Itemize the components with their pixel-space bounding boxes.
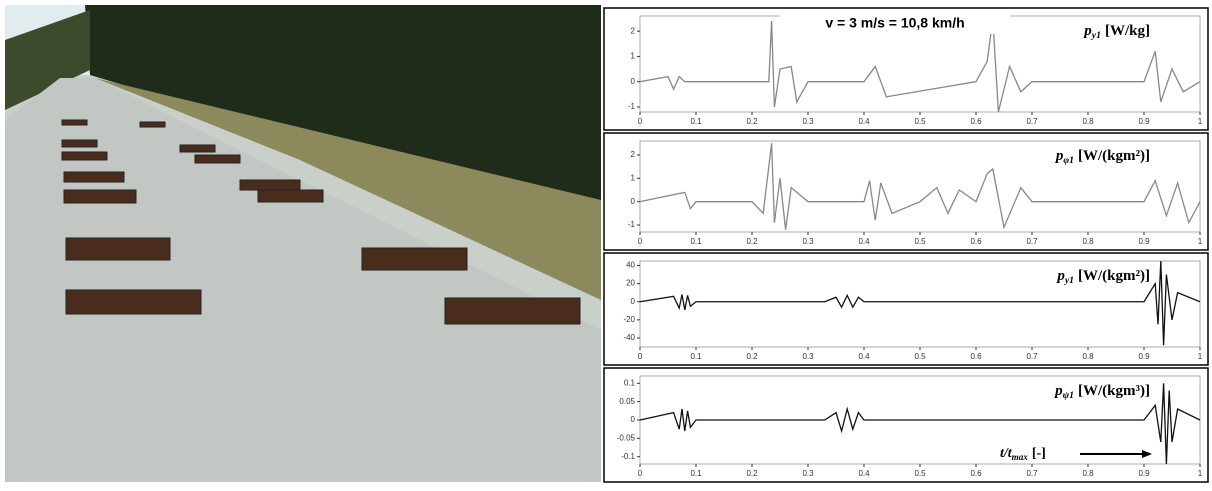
x-tick-label: 0.2 (746, 352, 758, 361)
y-tick-label: -1 (628, 102, 636, 111)
label-sub: ψ1 (1063, 390, 1074, 401)
x-tick-label: 0.9 (1138, 469, 1150, 478)
y-tick-label: 0.05 (619, 397, 635, 406)
x-tick-label: 0.9 (1138, 237, 1150, 246)
y-tick-label: 0 (631, 297, 636, 306)
y-tick-label: 0 (631, 197, 636, 206)
chart: -40 -20 0 20 40 0 0.1 0.2 0.3 0.4 0.5 0.6 0.7 0.8 0.9 1… (604, 253, 1208, 365)
x-tick-label: 0.3 (802, 237, 814, 246)
x-tick-label: 0.4 (858, 237, 870, 246)
y-tick-label: 0 (631, 77, 636, 86)
y-tick-label: 1 (631, 173, 636, 182)
y-tick-label: 0 (631, 415, 636, 424)
x-tick-label: 0.3 (802, 117, 814, 126)
x-tick-label: 0.8 (1082, 469, 1094, 478)
y-tick-label: 0.1 (624, 378, 636, 387)
x-tick-label: 0.2 (746, 237, 758, 246)
y-tick-label: 20 (626, 279, 635, 288)
label-unit: [W/(kgm²)] (1078, 148, 1150, 164)
y-tick-label: 2 (631, 26, 636, 35)
x-tick-label: 0 (638, 237, 643, 246)
y-tick-label: -40 (623, 333, 635, 342)
label-main: p (1054, 148, 1064, 164)
x-tick-label: 0.4 (858, 352, 870, 361)
x-tick-label: 0.2 (746, 469, 758, 478)
x-tick-label: 0.3 (802, 352, 814, 361)
y-tick-label: 1 (631, 52, 636, 61)
label-sub: max (1012, 452, 1029, 462)
x-tick-label: 0.1 (690, 469, 702, 478)
photo (5, 5, 601, 482)
label-main: p (1082, 23, 1092, 39)
label-sub: φ1 (1063, 155, 1074, 166)
x-tick-label: 0.1 (690, 237, 702, 246)
y-tick-label: -20 (623, 315, 635, 324)
x-tick-label: 1 (1198, 352, 1203, 361)
x-tick-label: 0.7 (1026, 352, 1038, 361)
x-tick-label: 0.9 (1138, 117, 1150, 126)
chart: -0.1 -0.05 0 0.05 0.1 0 0.1 0.2 0.3 0.4 0.5 0.6 0.7 0… (604, 368, 1208, 482)
y-tick-label: -1 (628, 220, 636, 229)
x-tick-label: 0.6 (970, 352, 982, 361)
x-tick-label: 0.6 (970, 237, 982, 246)
y-tick-label: 2 (631, 150, 636, 159)
x-tick-label: 0.4 (858, 117, 870, 126)
x-tick-label: 0 (638, 469, 643, 478)
x-tick-label: 0 (638, 352, 643, 361)
x-tick-label: 0.1 (690, 117, 702, 126)
x-tick-label: 0.7 (1026, 469, 1038, 478)
x-tick-label: 0.4 (858, 469, 870, 478)
x-tick-label: 0.5 (914, 352, 926, 361)
x-tick-label: 0.7 (1026, 117, 1038, 126)
x-tick-label: 1 (1198, 469, 1203, 478)
y-tick-label: 40 (626, 261, 635, 270)
label-main: p (1053, 383, 1063, 399)
x-tick-label: 0.8 (1082, 352, 1094, 361)
x-tick-label: 0.8 (1082, 237, 1094, 246)
y-tick-label: -0.05 (617, 433, 636, 442)
chart-title: v = 3 m/s = 10,8 km/h (825, 15, 964, 31)
x-tick-label: 0.7 (1026, 237, 1038, 246)
x-tick-label: 1 (1198, 117, 1203, 126)
label-unit: [W/(kgm³)] (1078, 383, 1150, 399)
x-tick-label: 0.6 (970, 469, 982, 478)
x-tick-label: 0.5 (914, 237, 926, 246)
x-tick-label: 0 (638, 117, 643, 126)
label-main: p (1055, 268, 1065, 284)
x-tick-label: 0.5 (914, 117, 926, 126)
label-unit: [-] (1032, 446, 1046, 461)
x-tick-label: 0.6 (970, 117, 982, 126)
x-tick-label: 0.1 (690, 352, 702, 361)
label-unit: [W/(kgm²)] (1078, 268, 1150, 284)
label-sub: y1 (1091, 30, 1101, 41)
label-sub: y1 (1064, 275, 1074, 286)
x-tick-label: 0.3 (802, 469, 814, 478)
figure: -101200.10.20.30.40.50.60.70.80.91v = 3 … (0, 0, 1212, 486)
y-tick-label: -0.1 (621, 452, 635, 461)
x-tick-label: 0.8 (1082, 117, 1094, 126)
x-tick-label: 0.5 (914, 469, 926, 478)
x-tick-label: 0.9 (1138, 352, 1150, 361)
x-tick-label: 1 (1198, 237, 1203, 246)
x-tick-label: 0.2 (746, 117, 758, 126)
label-unit: [W/kg] (1105, 23, 1150, 39)
